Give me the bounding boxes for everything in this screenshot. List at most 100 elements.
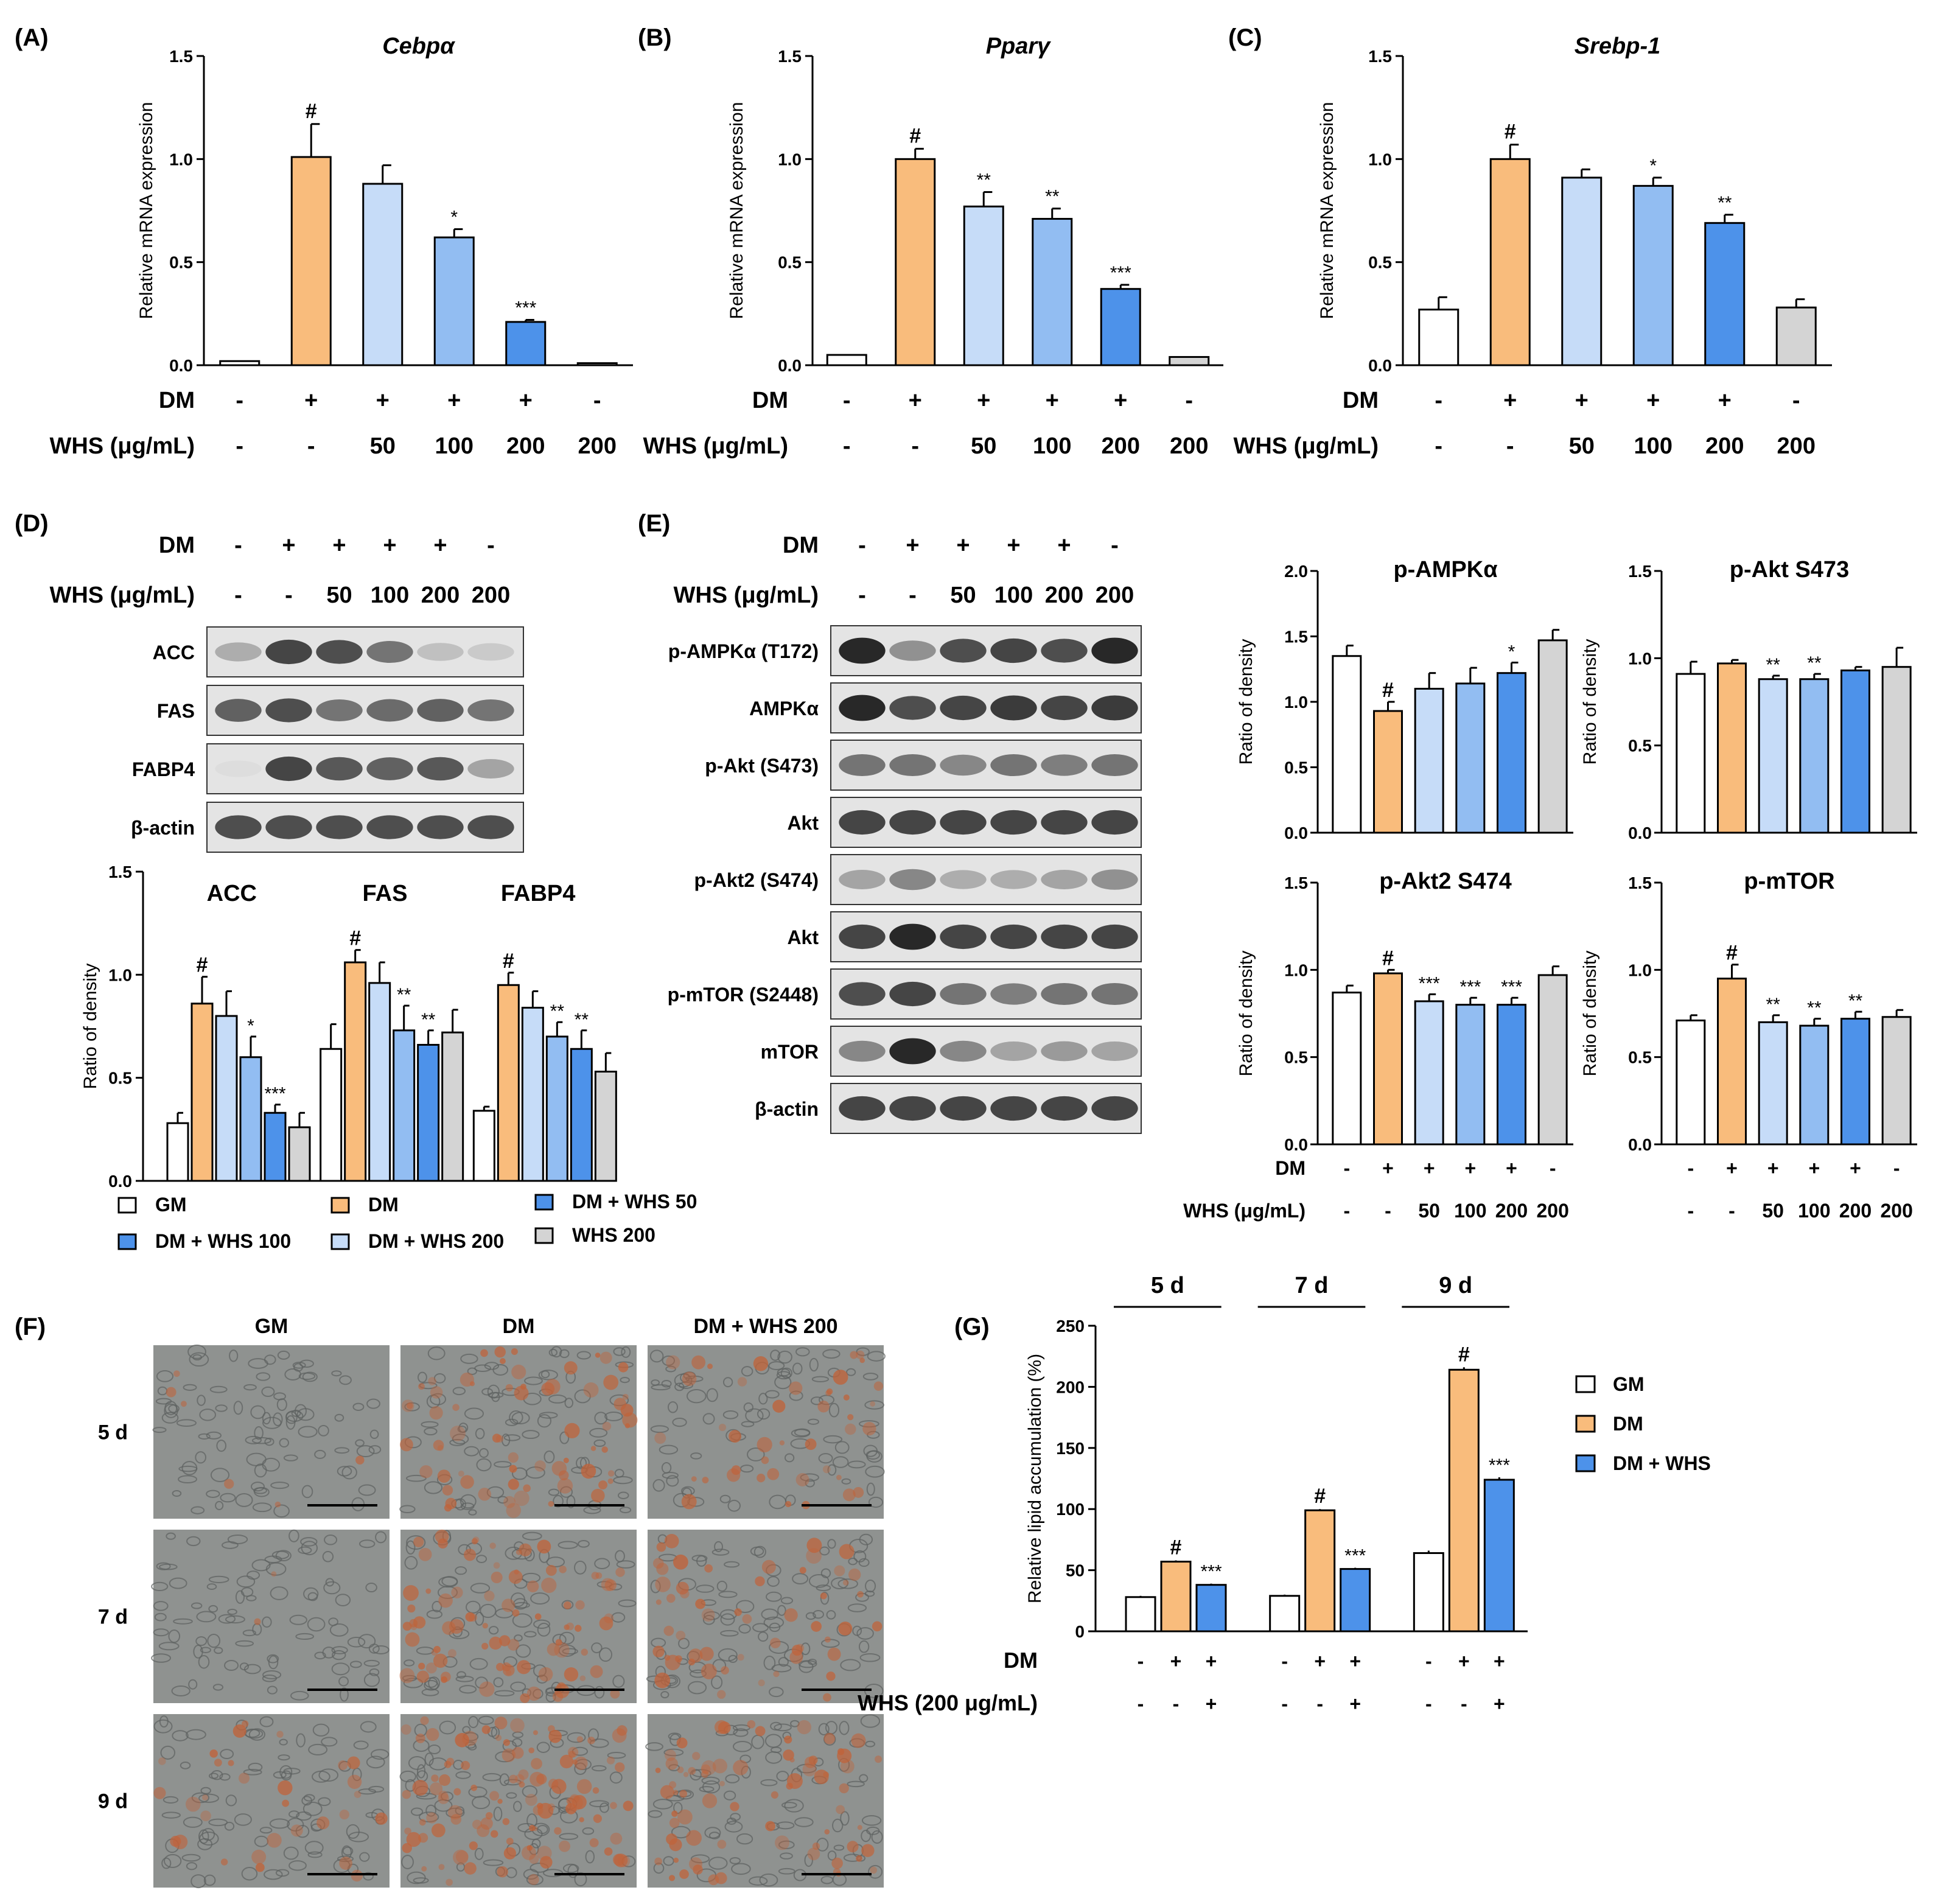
lipid-droplet <box>480 1349 488 1357</box>
cell <box>484 1362 500 1370</box>
cell <box>199 1831 219 1846</box>
lipid-droplet <box>453 1788 461 1796</box>
cell <box>270 1586 288 1600</box>
cell <box>425 1804 436 1817</box>
cell <box>752 1623 769 1633</box>
lipid-droplet <box>817 1400 830 1413</box>
whs-value: - <box>1435 433 1442 459</box>
lipid-droplet <box>576 1736 584 1743</box>
cell <box>758 1393 768 1405</box>
lipid-droplet <box>502 1748 516 1762</box>
cell <box>702 1780 721 1794</box>
significance-mark: ** <box>1766 655 1780 675</box>
lipid-droplet <box>784 1608 798 1622</box>
cell <box>666 1475 679 1487</box>
lipid-droplet <box>479 1681 495 1697</box>
cell <box>331 1370 342 1377</box>
cell <box>259 1827 273 1834</box>
cell <box>708 1857 728 1870</box>
lipid-droplet <box>755 1576 765 1587</box>
cell <box>289 1614 307 1625</box>
cell <box>747 1447 765 1461</box>
lipid-droplet <box>425 1662 437 1674</box>
lipid-droplet <box>593 1814 602 1823</box>
blot-band <box>1091 869 1138 890</box>
cell <box>337 1466 352 1477</box>
cell <box>724 1561 740 1568</box>
cell <box>188 1679 198 1690</box>
cell <box>301 1541 318 1556</box>
cell <box>296 1811 312 1821</box>
lipid-droplet <box>654 1857 662 1866</box>
lipid-droplet <box>840 1759 855 1774</box>
cell <box>212 1684 224 1691</box>
lipid-droplet <box>239 1773 250 1784</box>
cell <box>460 1494 477 1509</box>
cell <box>745 1408 764 1423</box>
y-tick-label: 0.0 <box>169 356 193 375</box>
cell <box>323 1581 341 1595</box>
lipid-droplet <box>823 1771 830 1778</box>
cell <box>741 1366 753 1377</box>
y-axis-label: Ratio of density <box>1236 951 1256 1077</box>
bar <box>290 156 332 366</box>
bar <box>1455 1004 1486 1146</box>
lipid-droplet <box>834 1565 845 1577</box>
blot-band <box>1091 1041 1138 1061</box>
cell <box>702 1413 715 1425</box>
blot-band <box>215 760 262 777</box>
cell <box>567 1732 586 1743</box>
cell <box>191 1602 203 1609</box>
cell <box>794 1817 814 1827</box>
chart-ppary: Pparγ 0.0 0.5 1.0 1.5 Relative mRNA expressio… <box>643 33 1223 459</box>
lipid-droplet <box>464 1862 477 1875</box>
blot-band <box>366 815 413 839</box>
lipid-droplet <box>652 1558 664 1569</box>
lipid-droplet <box>673 1554 688 1570</box>
blot-band <box>1041 810 1088 835</box>
bar <box>1483 1479 1515 1633</box>
lipid-droplet <box>502 1818 510 1825</box>
cell <box>548 1488 560 1496</box>
cell <box>243 1768 262 1776</box>
cell <box>153 1719 173 1734</box>
lipid-droplet <box>534 1460 546 1472</box>
cell <box>760 1779 778 1787</box>
cell <box>225 1615 245 1624</box>
lipid-droplet <box>797 1720 812 1735</box>
blot-band <box>940 982 987 1006</box>
dm-value: + <box>1206 1650 1217 1672</box>
bar <box>963 205 1004 366</box>
cell <box>856 1347 870 1356</box>
lipid-droplet <box>555 1639 562 1646</box>
lipid-droplet <box>688 1766 696 1775</box>
dm-value: + <box>1506 1157 1517 1179</box>
dm-value: - <box>1111 533 1119 558</box>
cell <box>594 1558 610 1570</box>
lipid-droplet <box>691 1355 706 1370</box>
cell <box>667 1401 679 1413</box>
cell <box>335 1594 351 1606</box>
blot-band <box>940 870 987 889</box>
cell <box>513 1801 522 1812</box>
cell <box>243 1384 257 1391</box>
cell <box>206 1583 217 1590</box>
cell <box>216 1440 227 1452</box>
lipid-droplet <box>481 1642 489 1650</box>
bar <box>191 1003 214 1182</box>
lipid-droplet <box>469 1381 475 1387</box>
lipid-droplet <box>807 1847 820 1861</box>
cell <box>553 1494 564 1508</box>
cell <box>798 1660 817 1668</box>
cell <box>795 1347 810 1357</box>
lipid-droplet <box>421 1866 427 1872</box>
blot-band <box>889 923 936 950</box>
cell <box>530 1592 550 1605</box>
lipid-droplet <box>719 1780 725 1787</box>
lipid-droplet <box>655 1577 671 1592</box>
bar <box>1717 978 1747 1146</box>
lipid-droplet <box>825 1390 831 1396</box>
blot-row-label: p-mTOR (S2448) <box>668 984 819 1006</box>
blot-band <box>839 810 886 835</box>
lipid-droplet <box>452 1404 460 1411</box>
